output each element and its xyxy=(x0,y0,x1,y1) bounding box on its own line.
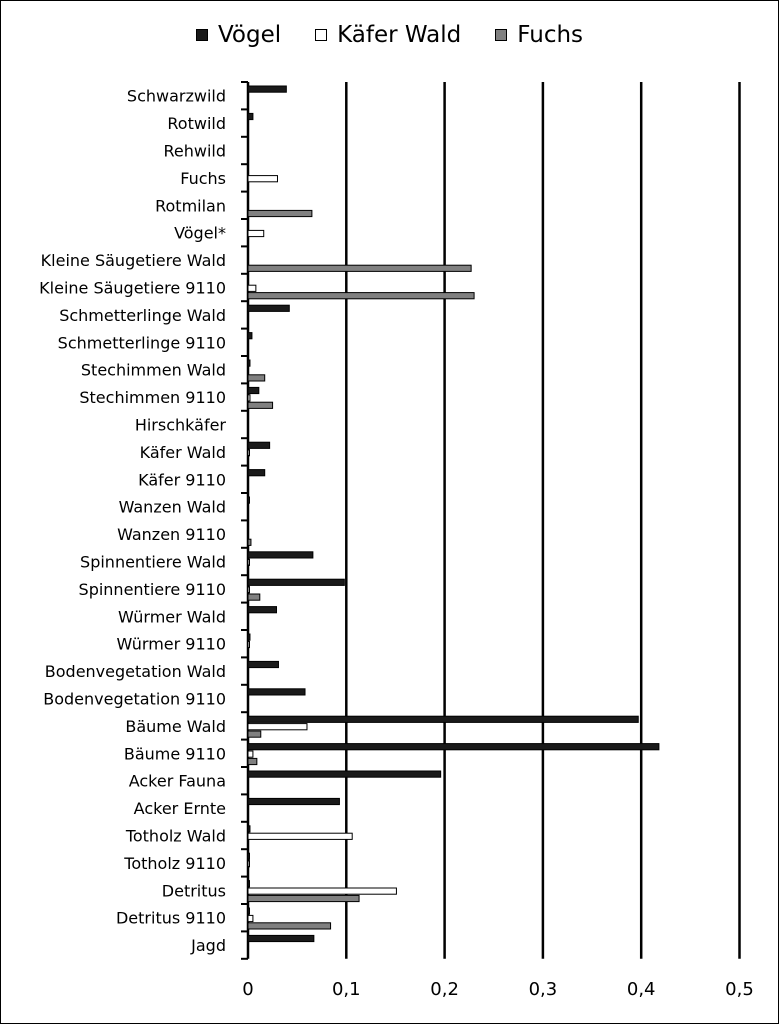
legend-item-voegel: Vögel xyxy=(195,22,282,48)
bar xyxy=(247,640,250,649)
bar xyxy=(247,175,278,183)
bar xyxy=(247,825,251,833)
x-tick-label: 0,4 xyxy=(627,979,656,1000)
bar xyxy=(247,496,250,504)
bar xyxy=(247,593,261,601)
bar xyxy=(247,441,271,449)
bar xyxy=(247,394,251,402)
bar xyxy=(247,750,254,758)
bar xyxy=(247,757,258,766)
category-label: Totholz Wald xyxy=(125,827,226,846)
bar xyxy=(247,660,279,669)
x-tick-label: 0,5 xyxy=(725,979,754,1000)
category-label: Wanzen Wald xyxy=(119,498,226,517)
category-label: Schmetterlinge 9110 xyxy=(58,333,226,352)
bar xyxy=(247,292,475,300)
bar xyxy=(247,770,442,778)
x-tick-label: 0,3 xyxy=(529,979,558,1000)
category-label: Jagd xyxy=(190,936,226,955)
category-label: Käfer Wald xyxy=(140,443,226,462)
bar xyxy=(247,894,360,903)
bar xyxy=(247,264,472,272)
category-label: Totholz 9110 xyxy=(123,854,226,873)
bar xyxy=(247,860,250,868)
bar xyxy=(247,304,290,312)
legend-swatch-kaefer-wald xyxy=(315,29,328,41)
category-label: Rehwild xyxy=(163,142,226,161)
bar xyxy=(247,551,314,559)
category-label: Würmer Wald xyxy=(118,607,226,626)
category-label: Schwarzwild xyxy=(127,87,226,106)
bar xyxy=(247,887,397,895)
category-label: Acker Ernte xyxy=(134,799,226,818)
bar xyxy=(247,112,254,121)
bar xyxy=(247,374,266,382)
bar xyxy=(247,730,262,738)
bar xyxy=(247,359,251,367)
bar xyxy=(247,743,660,751)
category-label: Acker Fauna xyxy=(129,772,226,791)
bar xyxy=(247,797,340,806)
bar xyxy=(247,715,639,723)
bar xyxy=(247,386,260,395)
legend-item-kaefer-wald: Käfer Wald xyxy=(315,22,461,48)
category-label: Wanzen 9110 xyxy=(117,525,226,544)
category-label: Fuchs xyxy=(180,169,226,188)
bar xyxy=(247,688,306,696)
category-label: Kleine Säugetiere 9110 xyxy=(39,279,226,298)
bar xyxy=(247,880,250,888)
bar xyxy=(247,209,313,218)
legend: Vögel Käfer Wald Fuchs xyxy=(0,18,779,52)
category-label: Detritus 9110 xyxy=(116,909,226,928)
category-label: Würmer 9110 xyxy=(117,635,227,654)
legend-swatch-fuchs xyxy=(495,29,508,41)
legend-item-fuchs: Fuchs xyxy=(495,22,583,48)
bar xyxy=(247,914,254,923)
category-label: Bodenvegetation Wald xyxy=(45,662,226,681)
legend-label-voegel: Vögel xyxy=(217,22,282,48)
bar xyxy=(247,922,332,930)
category-label: Stechimmen Wald xyxy=(81,361,226,380)
bar xyxy=(247,606,278,614)
category-label: Spinnentiere Wald xyxy=(80,553,226,572)
bar xyxy=(247,229,265,238)
bar xyxy=(247,449,250,457)
bar xyxy=(247,469,266,477)
bar xyxy=(247,633,251,641)
category-label: Bodenvegetation 9110 xyxy=(43,690,226,709)
legend-swatch-voegel xyxy=(195,29,208,41)
bar xyxy=(247,578,345,586)
bar xyxy=(247,907,250,915)
category-label: Käfer 9110 xyxy=(138,470,226,489)
legend-label-kaefer-wald: Käfer Wald xyxy=(337,22,462,48)
bar xyxy=(247,832,353,840)
bar xyxy=(247,934,315,943)
x-tick-label: 0,1 xyxy=(332,979,361,1000)
bar xyxy=(247,852,250,860)
category-label: Rotwild xyxy=(167,114,226,133)
category-label: Vögel* xyxy=(174,224,226,243)
category-label: Schmetterlinge Wald xyxy=(59,306,226,325)
category-label: Bäume Wald xyxy=(125,717,226,736)
category-label: Kleine Säugetiere Wald xyxy=(41,251,226,270)
category-label: Detritus xyxy=(162,881,226,900)
bar xyxy=(247,332,253,340)
x-tick-label: 0,2 xyxy=(430,979,459,1000)
category-label: Hirschkäfer xyxy=(135,416,227,435)
bar xyxy=(247,85,287,93)
x-tick-label: 0 xyxy=(242,979,253,1000)
bar xyxy=(247,538,252,546)
bar xyxy=(247,401,274,409)
bar xyxy=(247,558,250,566)
bar xyxy=(247,284,257,292)
bar xyxy=(247,723,308,731)
category-label: Stechimmen 9110 xyxy=(79,388,226,407)
category-label: Bäume 9110 xyxy=(124,744,226,763)
category-label: Spinnentiere 9110 xyxy=(79,580,226,599)
category-label: Rotmilan xyxy=(155,196,226,215)
legend-label-fuchs: Fuchs xyxy=(517,22,584,48)
bar xyxy=(247,586,250,594)
